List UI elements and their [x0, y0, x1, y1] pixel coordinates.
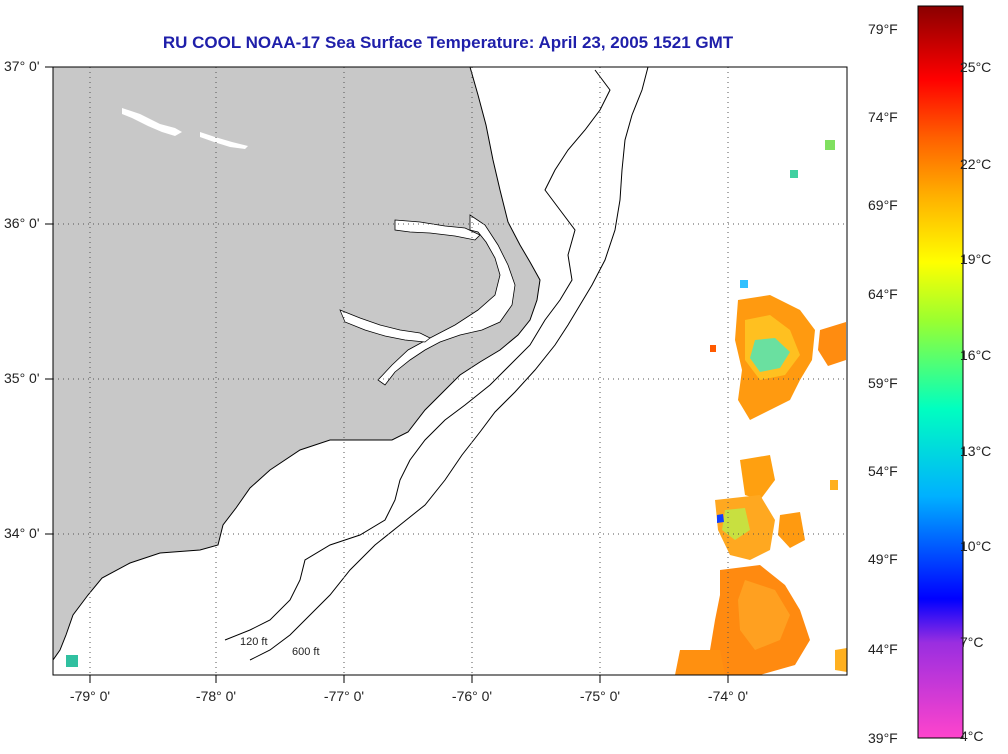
colorbar-c-label: 16°C — [960, 347, 992, 363]
sound-water — [377, 214, 516, 386]
colorbar-f-label: 79°F — [868, 21, 898, 37]
lat-label: 37° 0' — [4, 58, 40, 74]
map-title: RU COOL NOAA-17 Sea Surface Temperature:… — [162, 33, 734, 52]
colorbar-c-label: 19°C — [960, 251, 992, 267]
colorbar-f-label: 64°F — [868, 286, 898, 302]
contour-label: 600 ft — [292, 646, 320, 658]
colorbar-f-label: 74°F — [868, 109, 898, 125]
lon-label: -74° 0' — [707, 688, 749, 704]
land-mass — [53, 67, 541, 661]
neuse-river — [339, 309, 431, 343]
lon-label: -79° 0' — [69, 688, 111, 704]
colorbar-f-label: 39°F — [868, 730, 898, 746]
lake — [200, 132, 248, 149]
colorbar-f-label: 44°F — [868, 641, 898, 657]
colorbar — [917, 5, 964, 739]
lon-label: -78° 0' — [195, 688, 237, 704]
lon-label: -77° 0' — [323, 688, 365, 704]
colorbar-f-label: 49°F — [868, 551, 898, 567]
lon-label: -76° 0' — [451, 688, 493, 704]
sst-patches — [66, 140, 847, 675]
lat-label: 35° 0' — [4, 370, 40, 386]
colorbar-f-label: 54°F — [868, 463, 898, 479]
colorbar-c-label: 13°C — [960, 443, 992, 459]
colorbar-c-label: 22°C — [960, 156, 992, 172]
colorbar-c-label: 4°C — [960, 728, 984, 744]
axis-ticks — [45, 66, 729, 683]
contour-label: 120 ft — [240, 636, 268, 648]
albemarle-sound — [394, 219, 481, 241]
contour-600ft — [249, 67, 649, 661]
lat-label: 36° 0' — [4, 215, 40, 231]
lat-label: 34° 0' — [4, 525, 40, 541]
lon-label: -75° 0' — [579, 688, 621, 704]
colorbar-f-label: 59°F — [868, 375, 898, 391]
colorbar-c-label: 25°C — [960, 59, 992, 75]
contour-120ft — [224, 69, 611, 641]
lake — [122, 108, 182, 136]
map-frame — [52, 66, 848, 676]
colorbar-f-label: 69°F — [868, 197, 898, 213]
colorbar-c-label: 10°C — [960, 538, 992, 554]
colorbar-c-label: 7°C — [960, 634, 984, 650]
